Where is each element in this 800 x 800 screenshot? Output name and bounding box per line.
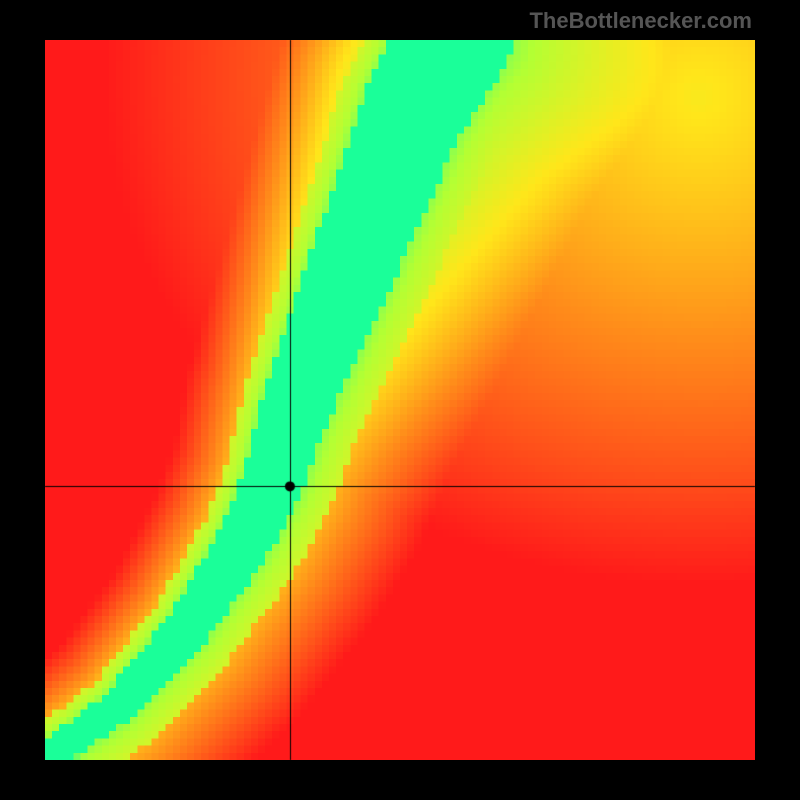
chart-container: TheBottlenecker.com xyxy=(0,0,800,800)
watermark-text: TheBottlenecker.com xyxy=(529,8,752,34)
crosshair-overlay xyxy=(0,0,800,800)
